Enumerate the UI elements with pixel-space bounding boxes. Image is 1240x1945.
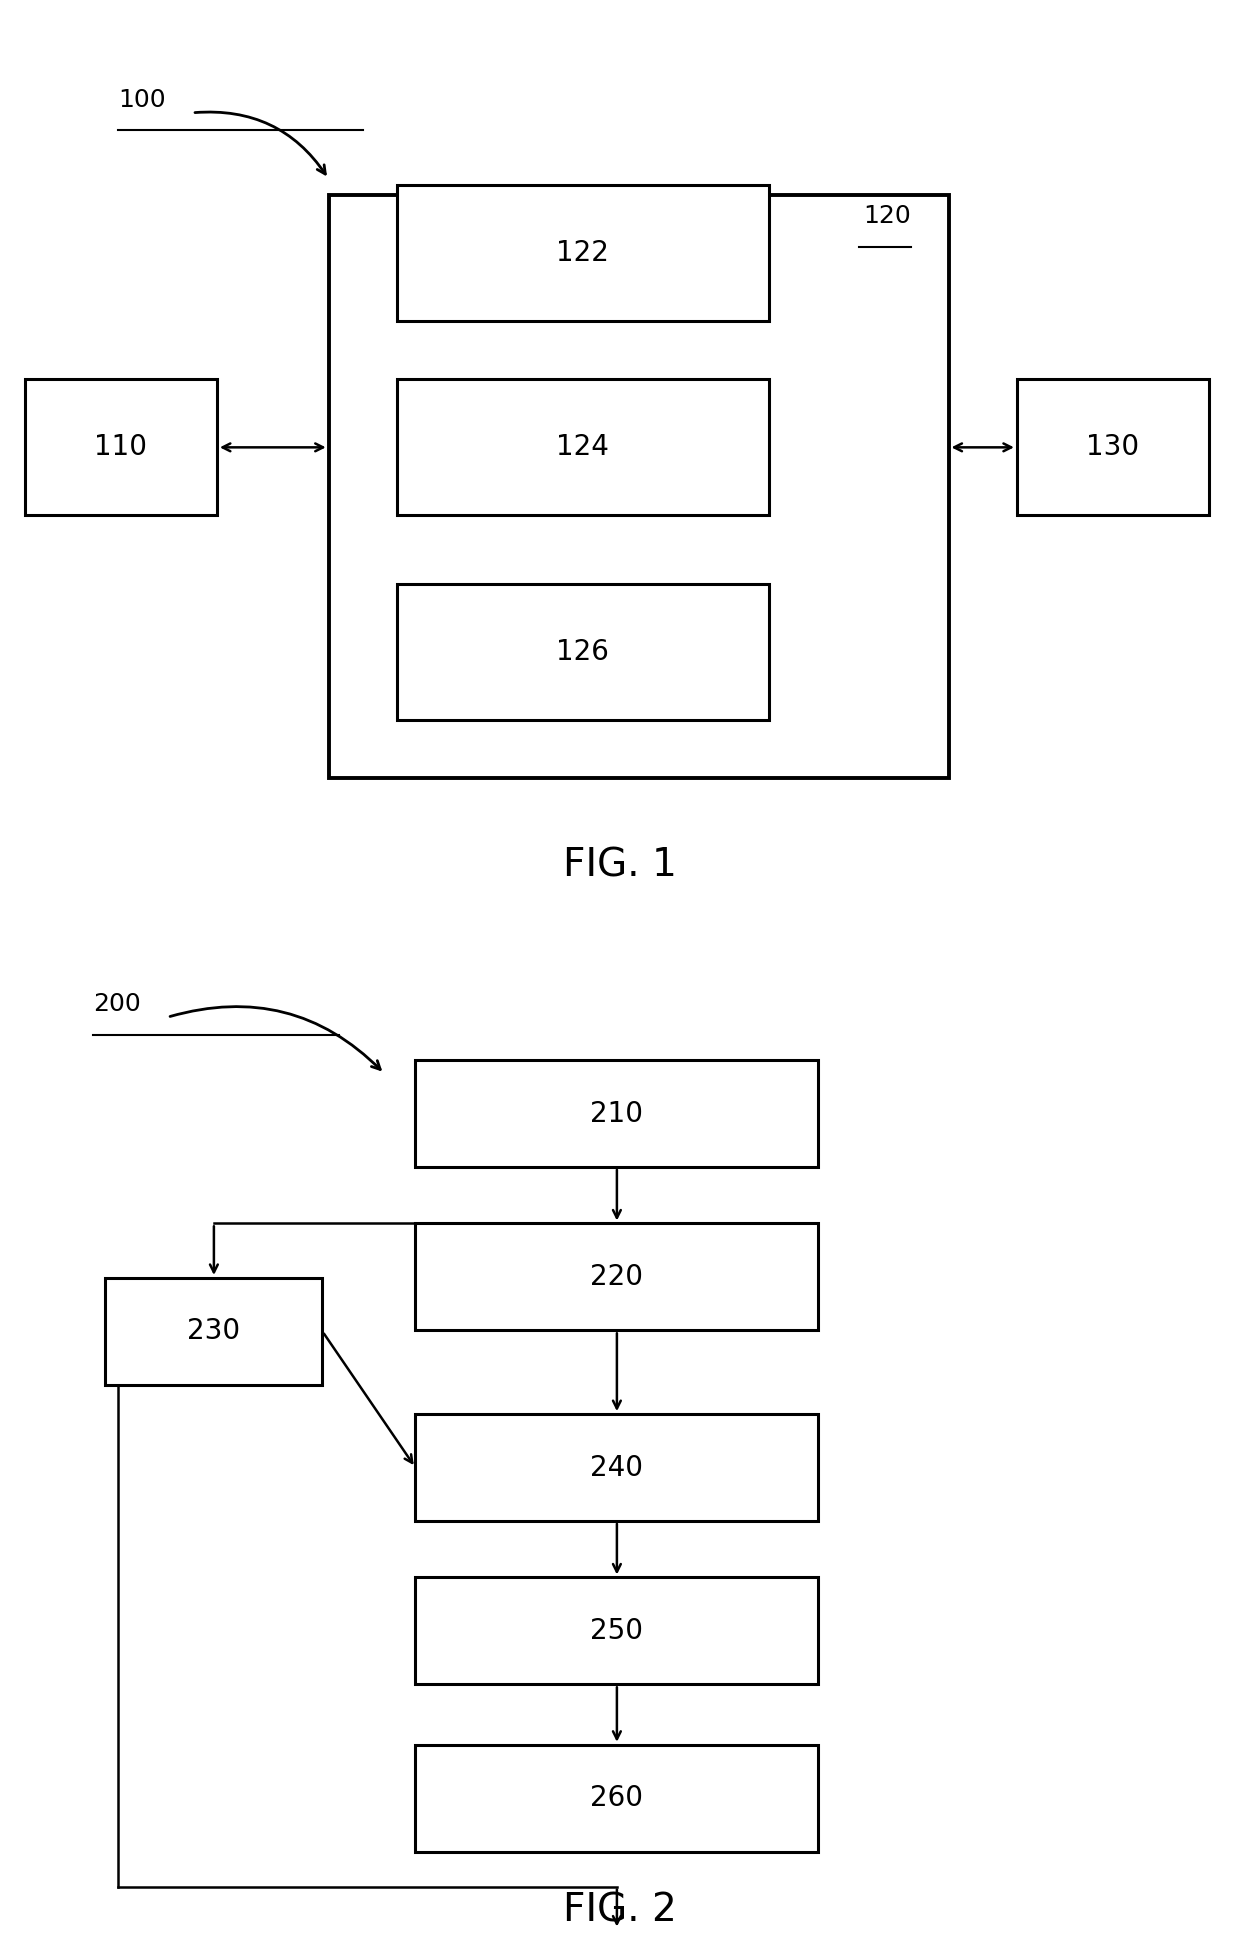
Text: 220: 220 [590,1262,644,1291]
Bar [25,379,217,515]
Bar [415,1577,818,1684]
Bar [415,1223,818,1330]
Text: 230: 230 [187,1317,241,1346]
Text: 240: 240 [590,1453,644,1482]
Text: 250: 250 [590,1616,644,1645]
Text: FIG. 2: FIG. 2 [563,1891,677,1929]
Bar [397,379,769,515]
Bar [397,584,769,720]
Text: 210: 210 [590,1099,644,1128]
Text: 122: 122 [557,239,609,266]
Text: 120: 120 [863,204,911,228]
Bar [415,1060,818,1167]
Text: 100: 100 [118,88,165,111]
Bar [397,185,769,321]
Text: 130: 130 [1086,434,1140,461]
Text: FIG. 1: FIG. 1 [563,846,677,885]
Bar [105,1278,322,1385]
Text: 126: 126 [557,638,609,665]
Text: 260: 260 [590,1784,644,1813]
Bar [1017,379,1209,515]
Bar [329,194,949,778]
Text: 124: 124 [557,434,609,461]
Bar [415,1745,818,1852]
Text: 110: 110 [94,434,148,461]
Text: 200: 200 [93,992,141,1015]
Bar [415,1414,818,1521]
